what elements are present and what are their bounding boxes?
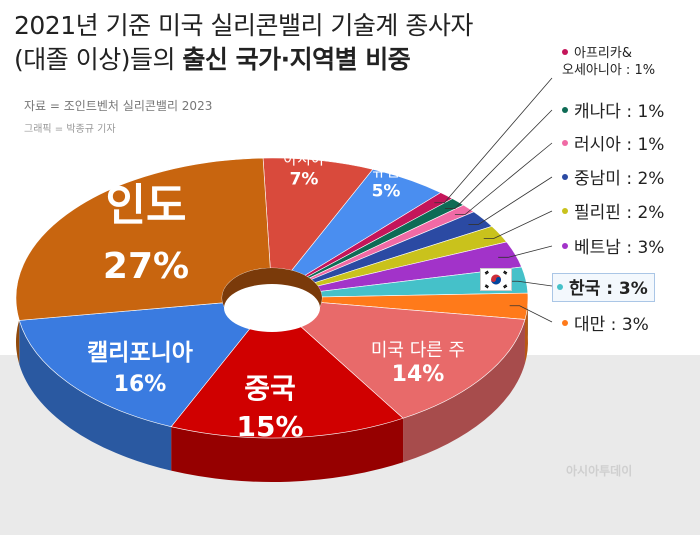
label-other_asia-name: 그 외 [288,132,320,150]
legend-dot-3 [562,174,568,180]
label-california-name: 캘리포니아 [87,340,193,366]
legend-label-6: 한국 : 3% [569,279,648,299]
legend-dot-2 [562,140,568,146]
chart-title-line1: 2021년 기준 미국 실리콘밸리 기술계 종사자 [14,11,473,40]
legend-label-4: 필리핀 : 2% [574,203,665,223]
leader-line-1 [444,109,553,209]
label-other_europe-pct: 5% [372,182,401,202]
legend-item-4: 필리핀 : 2% [562,198,664,223]
legend-dot-5 [562,243,568,249]
legend-item-5: 베트남 : 3% [562,233,664,258]
leader-line-3 [468,176,553,225]
label-india-pct: 27% [103,246,189,287]
legend-item-1: 캐나다 : 1% [562,97,664,122]
slice-side-11 [171,418,404,482]
legend-label-3: 중남미 : 2% [574,169,665,189]
legend-label-0: 아프리카& 오세아니아 : 1% [562,46,656,78]
label-china-pct: 15% [236,410,303,443]
leader-lines [434,77,553,323]
source-note: 자료 = 조인트벤처 실리콘밸리 2023 [24,99,213,113]
label-india-name: 인도 [106,180,187,231]
legend-item-2: 러시아 : 1% [562,130,664,155]
legend-label-7: 대만 : 3% [574,315,649,335]
legend-item-0: 아프리카& 오세아니아 : 1% [562,45,697,79]
leader-line-4 [483,210,553,239]
label-other_europe-name: 유럽 [372,162,400,180]
legend-label-1: 캐나다 : 1% [574,102,665,122]
slice-side-12 [19,320,172,471]
label-us_other-pct: 14% [392,362,445,387]
legend-dot-1 [562,107,568,113]
chart-title-line2: (대졸 이상)들의 출신 국가·지역별 비중 [14,45,411,74]
korea-flag-icon [480,268,512,291]
label-california-pct: 16% [114,372,167,397]
legend-item-6: 한국 : 3% [552,273,655,302]
label-china-name: 중국 [244,372,296,405]
slice-13 [15,157,271,321]
label-us_other-name: 미국 다른 주 [371,340,465,361]
label-other_europe-name: 그 외 [370,144,402,162]
graphic-credit: 그래픽 = 박종규 기자 [24,124,116,135]
legend-label-2: 러시아 : 1% [574,135,665,155]
donut-slices [15,157,529,439]
legend-item-7: 대만 : 3% [562,310,649,335]
label-other_asia-pct: 7% [290,170,319,190]
legend-label-5: 베트남 : 3% [574,238,665,258]
leader-line-0 [434,77,553,204]
leader-line-7 [509,305,553,323]
hole [224,284,320,332]
legend-dot-4 [562,208,568,214]
legend-dot-0 [562,48,568,55]
leader-line-5 [498,245,553,258]
watermark-logo: 아시아투데이 [566,464,633,478]
label-other_asia-name: 아시아 [283,150,325,168]
leader-line-2 [454,142,553,216]
legend-dot-6 [557,284,563,290]
legend-dot-7 [562,320,568,326]
legend-item-3: 중남미 : 2% [562,164,664,189]
